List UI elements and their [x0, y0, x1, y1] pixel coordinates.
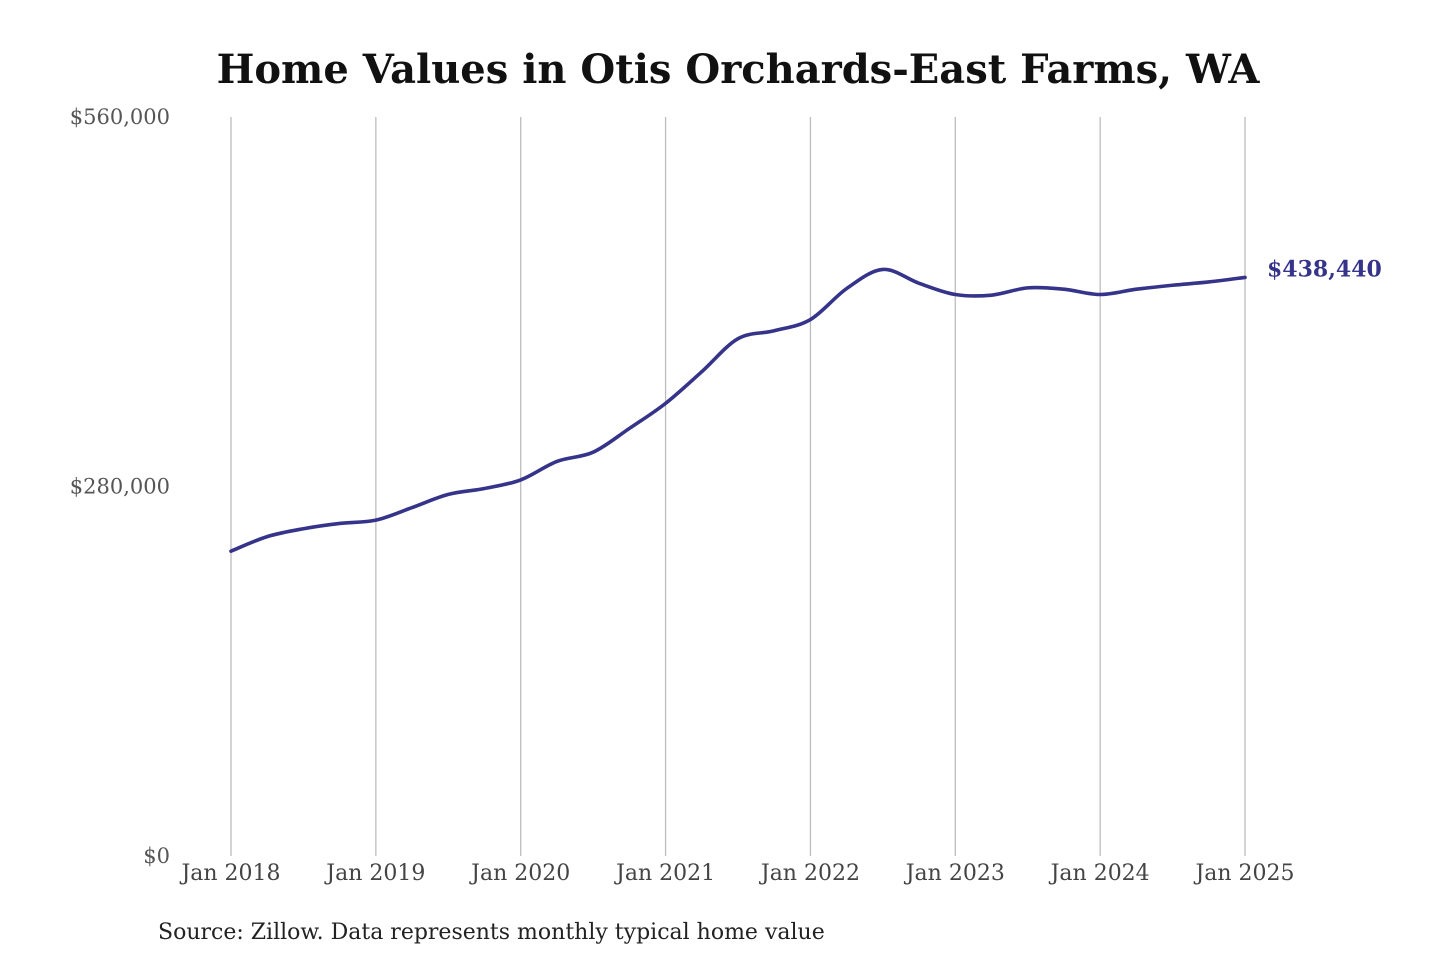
series-layer: $438,440	[229, 256, 1382, 553]
x-tick-label: Jan 2024	[1049, 861, 1150, 886]
source-note: Source: Zillow. Data represents monthly …	[158, 920, 825, 945]
x-tick-label: Jan 2021	[614, 861, 715, 886]
y-tick-label: $280,000	[70, 475, 170, 499]
y-axis-tick-labels: $0 $280,000 $560,000	[70, 105, 170, 868]
y-tick-label: $560,000	[70, 105, 170, 129]
x-axis-tick-labels: Jan 2018 Jan 2019 Jan 2020 Jan 2021 Jan 2022…	[179, 861, 1294, 886]
x-tick-label: Jan 2023	[904, 861, 1005, 886]
y-tick-label: $0	[143, 844, 170, 868]
x-tick-label: Jan 2022	[759, 861, 860, 886]
x-tick-label: Jan 2019	[324, 861, 425, 886]
end-value-label: $438,440	[1267, 256, 1382, 282]
chart-title: Home Values in Otis Orchards-East Farms,…	[217, 46, 1261, 93]
x-tick-label: Jan 2018	[179, 861, 280, 886]
x-tick-label: Jan 2025	[1193, 861, 1294, 886]
vertical-gridlines	[230, 117, 1246, 856]
series-line-0	[229, 267, 1247, 553]
x-tick-label: Jan 2020	[469, 861, 570, 886]
